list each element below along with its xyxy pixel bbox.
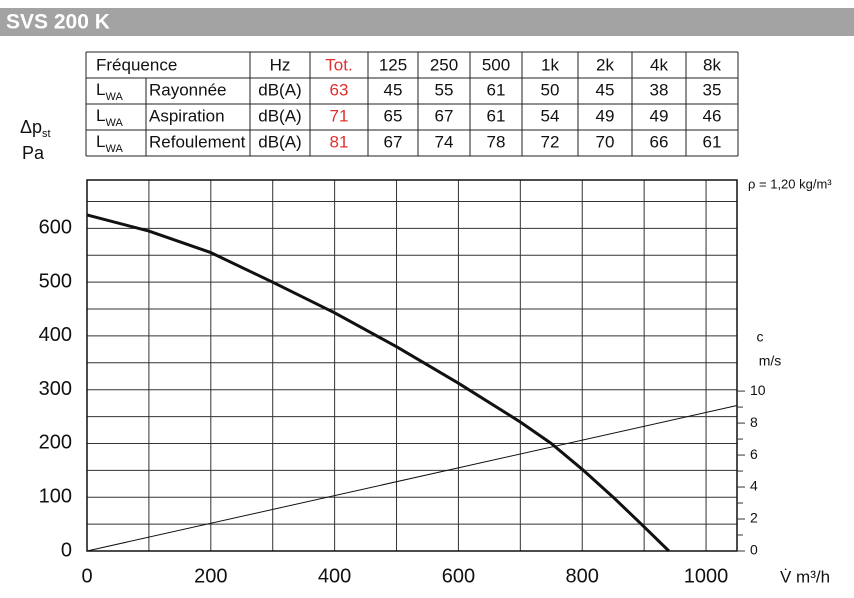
y2-tick-label: 4: [750, 478, 758, 494]
quantity-subscript: WA: [105, 143, 123, 155]
table-value: 61: [487, 106, 506, 125]
table-unit: dB(A): [258, 132, 301, 151]
plot-frame: [86, 179, 738, 552]
x-tick-label: 600: [442, 565, 475, 587]
table-value: 54: [541, 106, 560, 125]
table-value: 50: [541, 80, 560, 99]
quantity-subscript: WA: [105, 91, 123, 103]
table-name: Aspiration: [149, 106, 225, 125]
y2-tick-label: 0: [750, 542, 758, 558]
table-header: 125: [379, 55, 407, 74]
y-tick-label: 100: [39, 486, 72, 508]
y-tick-label: 400: [39, 324, 72, 346]
table-header: 1k: [541, 55, 559, 74]
x-axis-label: V̇ m³/h: [780, 567, 830, 586]
table-value: 74: [435, 132, 454, 151]
table-header: 250: [430, 55, 458, 74]
table-value: 67: [384, 132, 403, 151]
table-value: 46: [703, 106, 722, 125]
quantity: L: [96, 106, 105, 125]
y-tick-label: 300: [39, 378, 72, 400]
table-value: 66: [650, 132, 669, 151]
table-value: 35: [703, 80, 722, 99]
table-value: 55: [435, 80, 454, 99]
table-name: Rayonnée: [149, 80, 227, 99]
x-tick-label: 0: [81, 565, 92, 587]
table-value: 70: [596, 132, 615, 151]
y2-tick-label: 2: [750, 510, 758, 526]
table-value: 71: [330, 106, 349, 125]
table-value: 63: [330, 80, 349, 99]
table-header: 4k: [650, 55, 668, 74]
table-quantity: LWA: [96, 80, 123, 102]
y-tick-label: 0: [61, 539, 72, 561]
table-header: Tot.: [325, 55, 352, 74]
table-value: 49: [596, 106, 615, 125]
table-value: 67: [435, 106, 454, 125]
quantity-subscript: WA: [105, 117, 123, 129]
x-tick-label: 1000: [684, 565, 729, 587]
table-value: 81: [330, 132, 349, 151]
table-header: 500: [482, 55, 510, 74]
y2-tick-label: 10: [750, 382, 766, 398]
table-quantity: LWA: [96, 106, 123, 128]
table-value: 45: [384, 80, 403, 99]
table-name: Refoulement: [149, 132, 246, 151]
x-tick-label: 400: [318, 565, 351, 587]
y-axis-label-main: Δp: [20, 117, 42, 137]
y2-tick-label: 8: [750, 414, 758, 430]
table-value: 65: [384, 106, 403, 125]
y-tick-label: 200: [39, 432, 72, 454]
y-tick-label: 600: [39, 217, 72, 239]
table-quantity: LWA: [96, 132, 123, 154]
table-header: 8k: [703, 55, 721, 74]
table-header: 2k: [596, 55, 614, 74]
y-axis-label: Δpst: [20, 117, 51, 140]
table-value: 78: [487, 132, 506, 151]
table-header: Fréquence: [96, 55, 177, 74]
y2-tick-label: 6: [750, 446, 758, 462]
table-header: Hz: [270, 55, 291, 74]
table-value: 72: [541, 132, 560, 151]
table-value: 45: [596, 80, 615, 99]
annotation: ρ = 1,20 kg/m³: [748, 176, 832, 191]
title: SVS 200 K: [6, 11, 110, 34]
x-tick-label: 200: [194, 565, 227, 587]
table-value: 61: [487, 80, 506, 99]
y-axis-label-sub: st: [42, 128, 51, 140]
table-value: 61: [703, 132, 722, 151]
header-bar: [0, 8, 854, 36]
quantity: L: [96, 132, 105, 151]
velocity-line: [86, 405, 738, 552]
y-axis-unit: Pa: [22, 143, 45, 163]
table-unit: dB(A): [258, 106, 301, 125]
table-unit: dB(A): [258, 80, 301, 99]
y2-axis-label: c: [757, 329, 764, 345]
pressure-curve: [86, 213, 670, 553]
x-tick-label: 800: [566, 565, 599, 587]
y-tick-label: 500: [39, 270, 72, 292]
quantity: L: [96, 80, 105, 99]
table-value: 38: [650, 80, 669, 99]
table-value: 49: [650, 106, 669, 125]
y2-axis-unit: m/s: [759, 353, 782, 369]
